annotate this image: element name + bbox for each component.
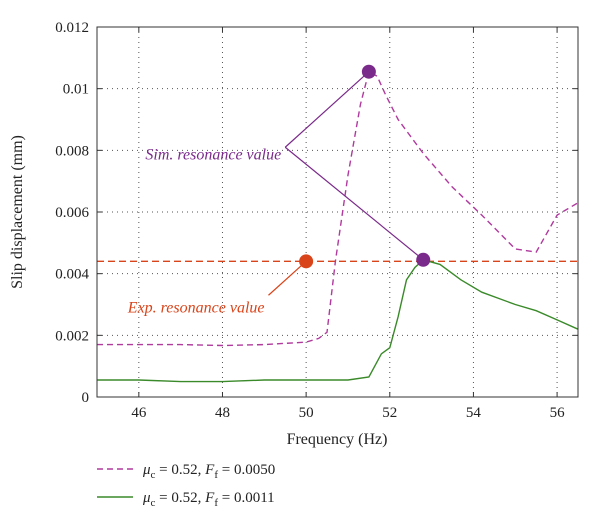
grid (97, 27, 578, 397)
legend-label: μc = 0.52, Ff = 0.0011 (142, 490, 275, 509)
y-tick-label: 0.008 (55, 143, 89, 159)
annotation-leader-line (284, 146, 424, 261)
x-tick-label: 48 (215, 405, 230, 421)
annotation-leader-line (268, 260, 307, 296)
annotation-layer: Sim. resonance value Exp. resonance value (127, 71, 424, 316)
tick-layer: 46 48 50 52 54 56 0 0.002 0.004 0.006 0.008 0.01 0.0… (55, 20, 578, 421)
marker-layer (299, 64, 431, 269)
x-axis-label: Frequency (Hz) (287, 431, 388, 448)
y-tick-label: 0.01 (63, 82, 89, 98)
y-axis-label: Slip displacement (mm) (9, 135, 26, 289)
resonance-marker (299, 254, 314, 269)
x-tick-label: 50 (299, 405, 314, 421)
annotation-label: Sim. resonance value (145, 146, 281, 163)
legend: μc = 0.52, Ff = 0.0050 μc = 0.52, Ff = 0.… (97, 462, 275, 509)
y-tick-label: 0.002 (55, 328, 89, 344)
x-tick-label: 46 (131, 405, 147, 421)
x-tick-label: 52 (382, 405, 397, 421)
y-tick-label: 0.006 (55, 205, 89, 221)
resonance-marker (416, 252, 431, 267)
annotation-label: Exp. resonance value (127, 299, 265, 316)
resonance-marker (361, 64, 376, 79)
y-tick-label: 0.012 (55, 20, 89, 36)
annotation-leader-line (284, 71, 370, 148)
legend-label: μc = 0.52, Ff = 0.0050 (142, 462, 275, 481)
series-layer (97, 70, 579, 383)
y-tick-label: 0.004 (55, 267, 89, 283)
series-line-1 (97, 70, 579, 347)
y-tick-label: 0 (82, 390, 90, 406)
series-line-2 (97, 259, 579, 383)
x-tick-label: 56 (550, 405, 566, 421)
x-tick-label: 54 (466, 405, 482, 421)
